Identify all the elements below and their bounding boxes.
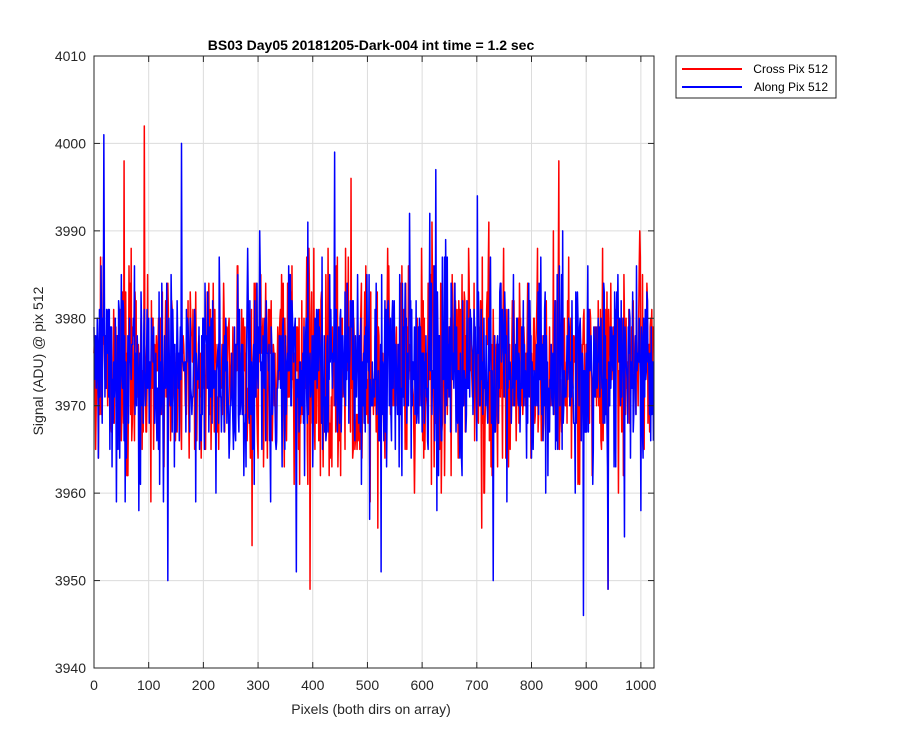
legend: Cross Pix 512 Along Pix 512 [675,55,837,99]
series-line-along-pix-512 [93,133,655,617]
x-tick-label: 500 [356,677,380,693]
legend-label-along: Along Pix 512 [754,80,828,94]
y-tick-label: 3940 [55,660,86,676]
x-tick-label: 300 [246,677,270,693]
series-layer [93,125,655,617]
y-tick-label: 3960 [55,485,86,501]
x-axis-label: Pixels (both dirs on array) [291,701,451,717]
legend-label-cross: Cross Pix 512 [753,62,828,76]
y-tick-label: 3950 [55,573,86,589]
y-tick-label: 3980 [55,310,86,326]
y-tick-label: 3990 [55,223,86,239]
x-tick-label: 1000 [625,677,656,693]
x-tick-label: 400 [301,677,325,693]
chart-title: BS03 Day05 20181205-Dark-004 int time = … [208,37,535,53]
x-tick-label: 700 [465,677,489,693]
x-tick-label: 0 [90,677,98,693]
x-tick-label: 600 [410,677,434,693]
legend-box [675,55,837,99]
x-tick-label: 200 [192,677,216,693]
y-tick-label: 4010 [55,48,86,64]
y-tick-label: 3970 [55,398,86,414]
plot-area-frame [93,55,655,669]
x-tick-label: 800 [520,677,544,693]
y-tick-label: 4000 [55,135,86,151]
y-axis: 3940 3950 3960 3970 3980 3990 4000 4010 [55,48,654,676]
y-axis-label: Signal (ADU) @ pix 512 [30,286,46,435]
x-tick-label: 100 [137,677,161,693]
x-axis: 0 100 200 300 400 500 600 700 800 900 1000 [90,56,657,693]
x-tick-label: 900 [575,677,599,693]
